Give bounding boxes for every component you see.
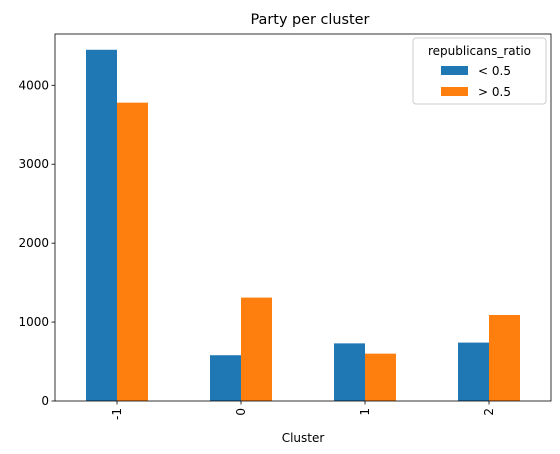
legend-swatch-series-1 — [441, 87, 468, 96]
bar-series-1-cat-0 — [241, 297, 272, 401]
y-tick-label: 3000 — [18, 157, 49, 171]
bar-series-0-cat-0 — [210, 355, 241, 401]
bars-group — [86, 49, 520, 401]
legend-swatch-series-0 — [441, 66, 468, 75]
x-tick-label-2: 2 — [482, 408, 496, 416]
plot-frame — [54, 33, 552, 402]
y-tick-label: 0 — [41, 394, 49, 408]
bar-series-0-cat-1 — [334, 343, 365, 401]
legend: republicans_ratio < 0.5 > 0.5 — [412, 37, 547, 105]
x-axis: -1 0 1 2 — [110, 401, 496, 420]
bar-series-1-cat-1 — [365, 353, 396, 401]
bar-series-1-cat-2 — [489, 314, 520, 401]
y-tick-label: 2000 — [18, 236, 49, 250]
x-tick-label-1: 1 — [358, 408, 372, 416]
y-tick-label: 4000 — [18, 78, 49, 92]
bar-series-0-cat--1 — [86, 49, 117, 401]
y-tick-label: 1000 — [18, 315, 49, 329]
legend-label-series-0: < 0.5 — [478, 64, 511, 78]
x-axis-label: Cluster — [282, 431, 325, 445]
bar-series-1-cat--1 — [117, 102, 148, 401]
y-axis: 0 1000 2000 3000 4000 — [18, 78, 55, 408]
chart-title: Party per cluster — [251, 12, 370, 28]
bar-series-0-cat-2 — [458, 342, 489, 401]
legend-label-series-1: > 0.5 — [478, 85, 511, 99]
legend-title: republicans_ratio — [428, 44, 531, 58]
x-tick-label--1: -1 — [110, 408, 124, 420]
x-tick-label-0: 0 — [234, 408, 248, 416]
